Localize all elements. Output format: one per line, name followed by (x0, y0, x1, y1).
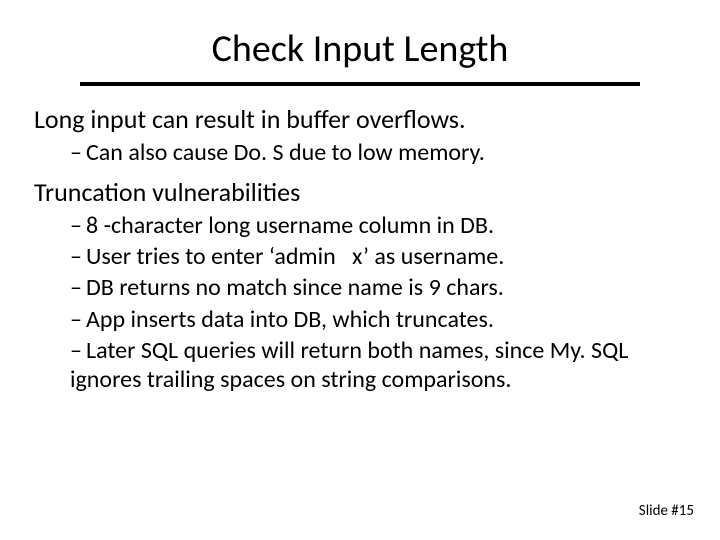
title-block: Check Input Length (34, 26, 686, 86)
bullet-lvl2: –DB returns no match since name is 9 cha… (70, 273, 686, 302)
dash-icon: – (70, 336, 86, 365)
slide: Check Input Length Long input can result… (0, 0, 720, 540)
dash-icon: – (70, 273, 86, 302)
bullet-lvl1: Truncation vulnerabilities (34, 177, 686, 209)
dash-icon: – (70, 305, 86, 334)
bullet-text: Later SQL queries will return both names… (70, 336, 628, 394)
slide-number: Slide #15 (639, 502, 694, 520)
dash-icon: – (70, 242, 86, 271)
dash-icon: – (70, 211, 86, 240)
bullet-lvl1: Long input can result in buffer overflow… (34, 104, 686, 136)
dash-icon: – (70, 138, 86, 167)
bullet-lvl2: –Later SQL queries will return both name… (70, 336, 686, 395)
title-underline (80, 82, 640, 86)
slide-body: Long input can result in buffer overflow… (34, 104, 686, 394)
bullet-lvl2: –User tries to enter ‘admin x’ as userna… (70, 242, 686, 271)
slide-title: Check Input Length (212, 26, 509, 72)
bullet-text: App inserts data into DB, which truncate… (86, 305, 494, 334)
bullet-text: User tries to enter ‘admin x’ as usernam… (86, 242, 504, 271)
bullet-lvl2: –App inserts data into DB, which truncat… (70, 305, 686, 334)
bullet-lvl2: –8 -character long username column in DB… (70, 211, 686, 240)
bullet-text: 8 -character long username column in DB. (86, 211, 494, 240)
bullet-text: DB returns no match since name is 9 char… (86, 273, 504, 302)
bullet-lvl2: –Can also cause Do. S due to low memory. (70, 138, 686, 167)
bullet-text: Can also cause Do. S due to low memory. (86, 138, 485, 167)
